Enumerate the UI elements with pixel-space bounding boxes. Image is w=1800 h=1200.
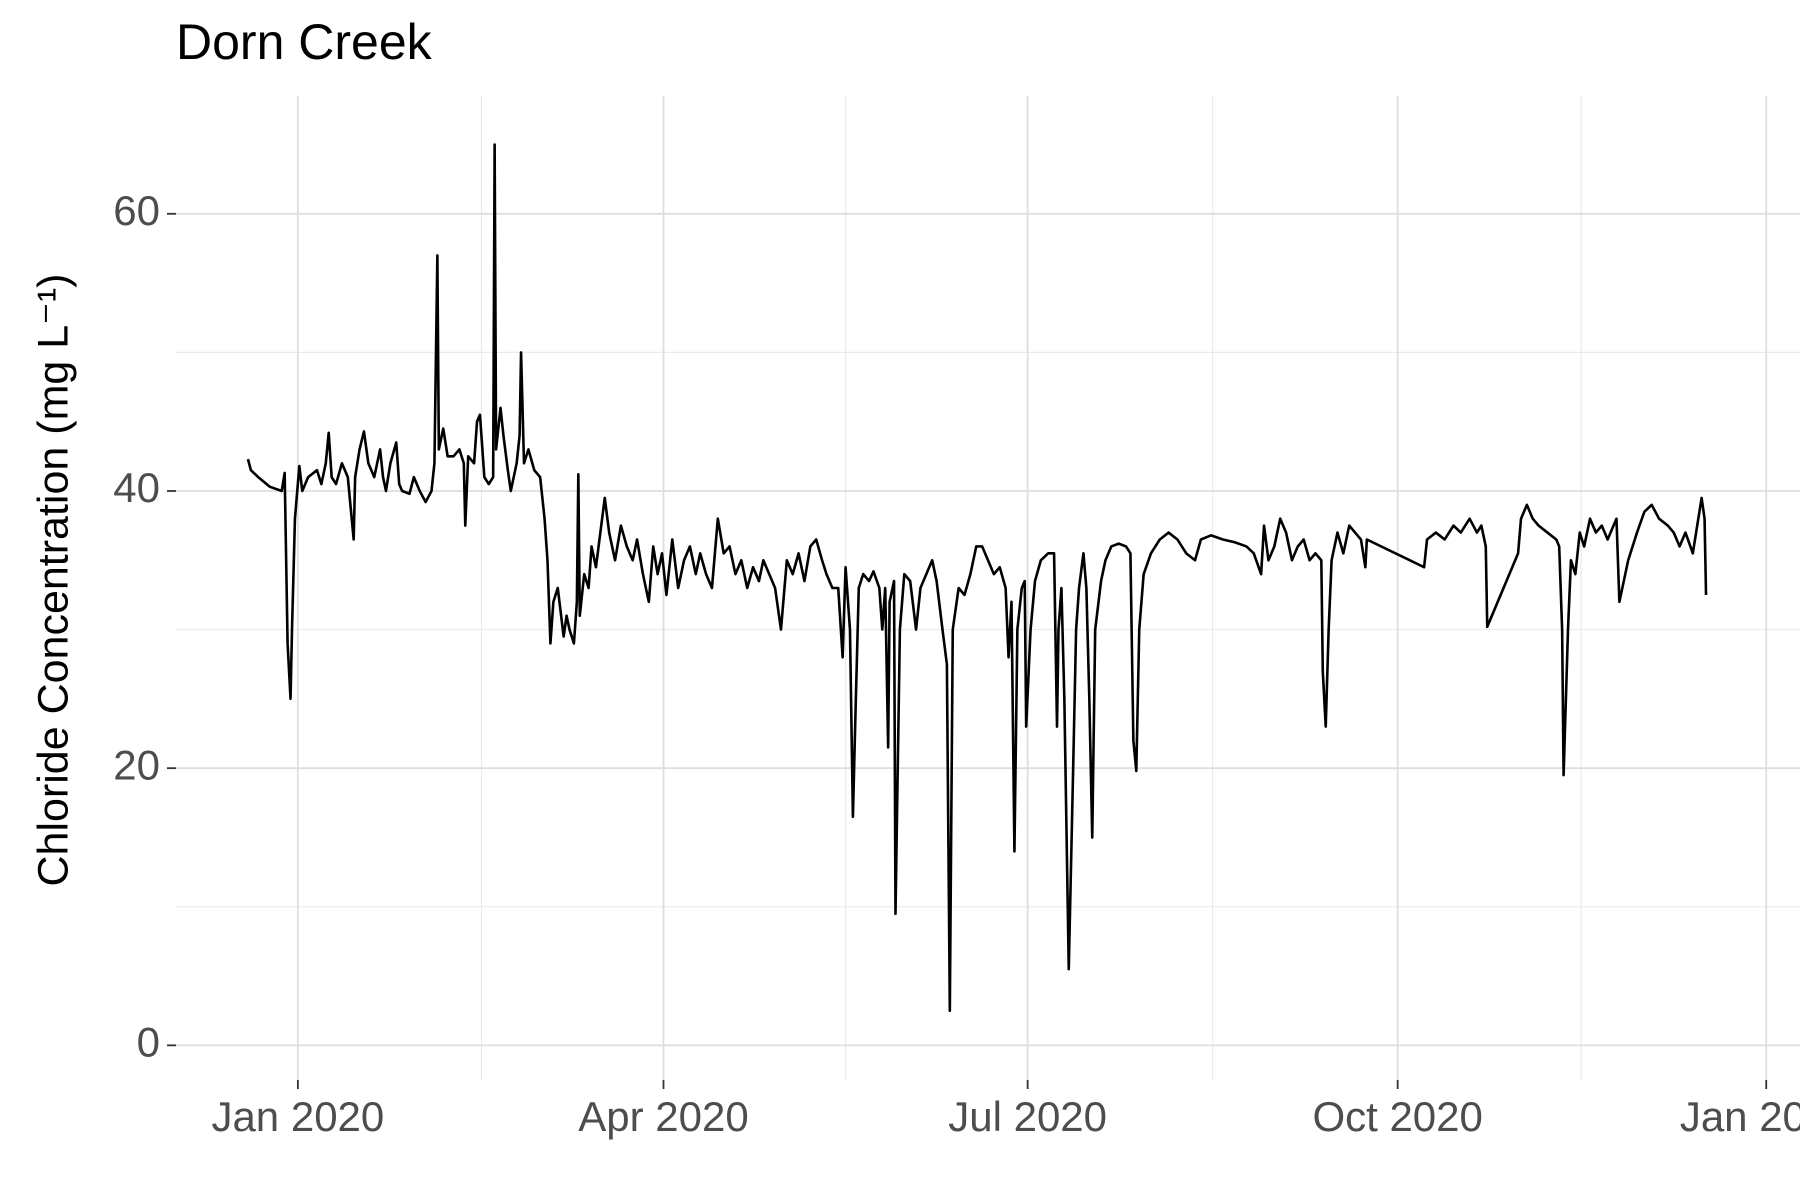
- y-tick-label: 20: [113, 741, 160, 788]
- x-tick-label: Jan 2021: [1680, 1093, 1800, 1140]
- x-tick-label: Jan 2020: [211, 1093, 384, 1140]
- y-tick-label: 40: [113, 464, 160, 511]
- y-axis-title: Chloride Concentration (mg L⁻¹): [29, 273, 77, 886]
- x-tick-label: Jul 2020: [948, 1093, 1107, 1140]
- data-line: [246, 143, 1708, 1012]
- x-tick-label: Apr 2020: [578, 1093, 748, 1140]
- chart-title: Dorn Creek: [176, 14, 433, 70]
- y-tick-label: 60: [113, 187, 160, 234]
- y-tick-label: 0: [137, 1018, 160, 1065]
- x-tick-label: Oct 2020: [1312, 1093, 1482, 1140]
